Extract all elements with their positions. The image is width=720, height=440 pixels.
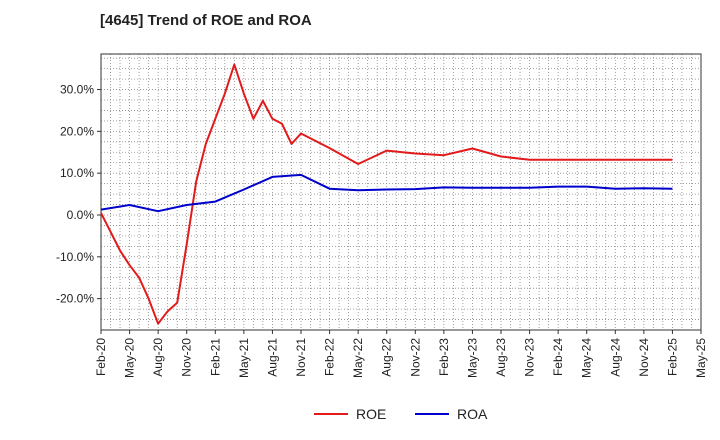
x-tick-label: Nov-24 — [637, 338, 651, 377]
chart-title: [4645] Trend of ROE and ROA — [100, 12, 312, 29]
x-tick-label: Feb-21 — [208, 338, 222, 376]
x-tick-label: May-20 — [123, 338, 137, 378]
x-tick-label: Aug-24 — [608, 338, 622, 377]
plot-frame — [100, 53, 702, 331]
x-tick-label: May-24 — [580, 338, 594, 378]
x-tick-label: Nov-21 — [294, 338, 308, 377]
x-tick-label: Feb-22 — [323, 338, 337, 376]
x-tick-label: May-23 — [465, 338, 479, 378]
x-tick-label: Aug-23 — [494, 338, 508, 377]
x-tick-label: Feb-25 — [665, 338, 679, 376]
y-tick-label: 0.0% — [67, 208, 95, 222]
x-tick-label: Feb-24 — [551, 338, 565, 376]
x-tick-label: Aug-21 — [265, 338, 279, 377]
x-tick-label: Nov-20 — [180, 338, 194, 377]
x-tick-label: Nov-23 — [523, 338, 537, 377]
series-line-roa — [100, 173, 673, 213]
x-tick-label: Feb-20 — [94, 338, 108, 376]
x-tick-label: Aug-20 — [151, 338, 165, 377]
y-tick-label: 20.0% — [60, 124, 94, 138]
x-tick-label: Aug-22 — [380, 338, 394, 377]
legend-label-roa: ROA — [457, 406, 488, 422]
y-tick-label: -10.0% — [56, 250, 94, 264]
x-tick-label: May-25 — [694, 338, 708, 378]
y-tick-label: -20.0% — [56, 292, 94, 306]
x-tick-label: May-21 — [237, 338, 251, 378]
y-tick-label: 30.0% — [60, 83, 94, 97]
x-tick-label: Feb-23 — [437, 338, 451, 376]
x-tick-label: May-22 — [351, 338, 365, 378]
x-tick-label: Nov-22 — [408, 338, 422, 377]
series-line-roe — [100, 63, 673, 325]
y-tick-label: 10.0% — [60, 166, 94, 180]
legend-label-roe: ROE — [356, 406, 386, 422]
